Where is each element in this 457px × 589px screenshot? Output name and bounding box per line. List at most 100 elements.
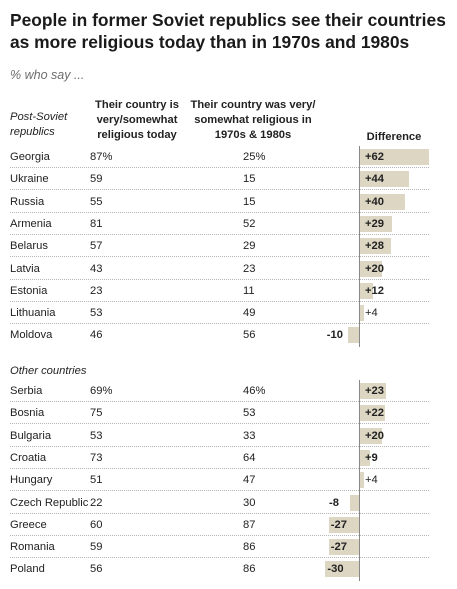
- chart-subtitle: % who say ...: [10, 68, 85, 82]
- difference-label: +9: [365, 451, 378, 464]
- country-name: Greece: [10, 518, 47, 531]
- difference-bar: [360, 383, 386, 399]
- value-today: 51: [90, 474, 103, 487]
- zero-axis-line: [359, 380, 360, 581]
- country-name: Moldova: [10, 329, 53, 342]
- difference-label: +23: [365, 385, 384, 397]
- table-row: Ukraine 59 15: [10, 168, 429, 191]
- table-row: Bulgaria 53 33: [10, 425, 429, 447]
- country-name: Bosnia: [10, 407, 45, 420]
- table-row: Serbia 69% 46%: [10, 380, 429, 402]
- value-today: 46: [90, 329, 103, 342]
- value-today: 53: [90, 307, 103, 320]
- country-name: Bulgaria: [10, 429, 52, 442]
- column-header-past: Their country was very/ somewhat religio…: [190, 99, 316, 141]
- group-label-other: Other countries: [10, 365, 87, 377]
- value-past: 11: [243, 284, 255, 297]
- difference-label: -27: [330, 541, 347, 554]
- difference-label: +29: [365, 217, 384, 230]
- value-past: 86: [243, 541, 256, 554]
- country-name: Russia: [10, 195, 45, 208]
- group-label-post-soviet: Post-Soviet republics: [10, 111, 68, 138]
- value-past: 15: [243, 195, 256, 208]
- zero-axis-line: [359, 146, 360, 347]
- country-name: Lithuania: [10, 307, 56, 320]
- country-name: Serbia: [10, 385, 43, 397]
- country-name: Hungary: [10, 474, 53, 487]
- difference-label: +4: [365, 307, 378, 320]
- value-past: 23: [243, 262, 256, 275]
- difference-label: +40: [365, 195, 384, 208]
- country-name: Poland: [10, 563, 45, 576]
- table-row: Bosnia 75 53: [10, 402, 429, 425]
- difference-bar: [360, 305, 365, 322]
- table-row: Hungary 51 47: [10, 469, 429, 492]
- value-today: 56: [90, 563, 103, 576]
- value-today: 75: [90, 407, 103, 420]
- table-row: Greece 60 87: [10, 514, 429, 536]
- table-row: Romania 59 86: [10, 536, 429, 559]
- country-name: Croatia: [10, 451, 47, 464]
- value-past: 29: [243, 240, 256, 253]
- table-row: Russia 55 15: [10, 191, 429, 213]
- value-past: 64: [243, 451, 256, 464]
- value-today: 81: [90, 217, 103, 230]
- country-name: Belarus: [10, 240, 48, 253]
- value-today: 53: [90, 429, 103, 442]
- difference-bar: [360, 282, 374, 299]
- difference-bar: [360, 238, 392, 255]
- value-past: 15: [243, 173, 256, 186]
- value-past: 86: [243, 563, 256, 576]
- chart-title: People in former Soviet republics see th…: [10, 10, 446, 52]
- difference-bar: [347, 327, 359, 344]
- difference-label: -10: [326, 329, 343, 342]
- value-past: 52: [243, 217, 256, 230]
- value-past: 53: [243, 407, 256, 420]
- difference-bar: [328, 539, 359, 556]
- difference-bar: [360, 260, 383, 277]
- difference-label: +44: [365, 173, 384, 186]
- value-past: 46%: [243, 385, 266, 397]
- value-past: 47: [243, 474, 256, 487]
- country-name: Romania: [10, 541, 55, 554]
- table-row: Georgia 87% 25%: [10, 146, 429, 168]
- difference-label: +20: [365, 262, 384, 275]
- table-row: Latvia 43 23: [10, 258, 429, 280]
- country-name: Armenia: [10, 217, 52, 230]
- value-today: 59: [90, 541, 103, 554]
- difference-label: +28: [365, 240, 384, 253]
- value-today: 59: [90, 173, 103, 186]
- table-row: Croatia 73 64: [10, 447, 429, 469]
- difference-label: +62: [365, 151, 384, 163]
- country-name: Latvia: [10, 262, 40, 275]
- difference-bar: [350, 494, 359, 511]
- column-header-today: Their country is very/somewhat religious…: [95, 99, 179, 141]
- value-today: 22: [90, 496, 103, 509]
- value-today: 73: [90, 451, 103, 464]
- value-today: 69%: [90, 385, 113, 397]
- value-today: 55: [90, 195, 103, 208]
- country-name: Czech Republic: [10, 496, 89, 509]
- difference-bar: [360, 427, 383, 444]
- table-row: Poland 56 86: [10, 558, 429, 580]
- value-past: 49: [243, 307, 256, 320]
- table-row: Estonia 23 11: [10, 280, 429, 302]
- difference-bar: [360, 149, 430, 165]
- value-past: 56: [243, 329, 256, 342]
- difference-label: +22: [365, 407, 384, 420]
- value-today: 60: [90, 518, 103, 531]
- value-today: 23: [90, 284, 103, 297]
- value-today: 43: [90, 262, 103, 275]
- difference-bar: [360, 193, 405, 210]
- value-past: 30: [243, 496, 256, 509]
- country-name: Ukraine: [10, 173, 49, 186]
- value-past: 33: [243, 429, 256, 442]
- value-today: 57: [90, 240, 103, 253]
- difference-bar: [328, 516, 359, 533]
- difference-bar: [360, 472, 365, 489]
- value-today: 87%: [90, 151, 113, 163]
- table-row: Armenia 81 52: [10, 213, 429, 235]
- difference-label: +4: [365, 474, 378, 487]
- difference-bar: [360, 215, 393, 232]
- difference-bar: [360, 171, 410, 188]
